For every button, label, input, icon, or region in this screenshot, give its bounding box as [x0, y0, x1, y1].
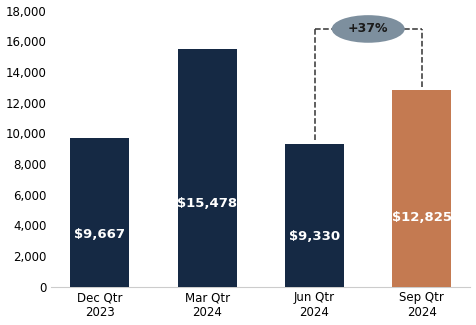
Bar: [178, 49, 237, 287]
Bar: [392, 90, 451, 287]
Text: $12,825: $12,825: [392, 211, 452, 224]
Text: $9,330: $9,330: [289, 230, 340, 243]
Text: $15,478: $15,478: [177, 197, 237, 210]
Text: +37%: +37%: [348, 22, 388, 35]
Text: $9,667: $9,667: [74, 228, 125, 241]
Bar: [285, 144, 344, 287]
Bar: [70, 138, 129, 287]
Ellipse shape: [332, 15, 405, 43]
